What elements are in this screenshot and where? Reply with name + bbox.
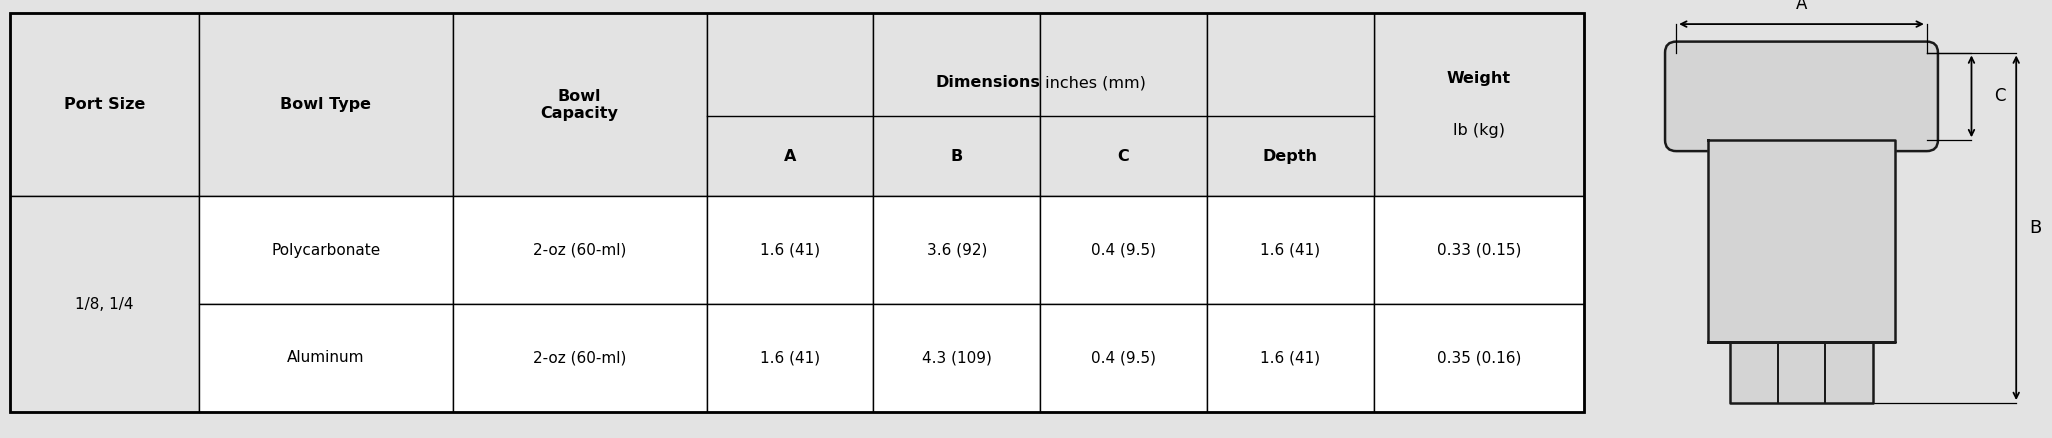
Bar [1373,13,1584,197]
Bar [1207,13,1373,197]
Bar [10,13,199,197]
Text: Dimensions: Dimensions [936,75,1040,90]
Polygon shape [1707,140,1896,342]
Bar [1373,197,1584,304]
Text: 2-oz (60-ml): 2-oz (60-ml) [534,350,626,365]
Text: 0.4 (9.5): 0.4 (9.5) [1092,350,1155,365]
Text: lb (kg): lb (kg) [1453,123,1504,138]
Bar [874,13,1040,197]
Bar [706,13,874,197]
Bar [706,304,874,412]
Text: A: A [784,148,796,164]
Bar [1040,197,1207,304]
Text: inches (mm): inches (mm) [1040,75,1147,90]
Text: 1.6 (41): 1.6 (41) [759,243,821,258]
Bar [1040,304,1207,412]
Text: B: B [2029,219,2042,237]
Bar [453,13,706,197]
Text: Polycarbonate: Polycarbonate [271,243,380,258]
Text: 1.6 (41): 1.6 (41) [759,350,821,365]
Text: Bowl
Capacity: Bowl Capacity [540,88,618,121]
Text: 0.4 (9.5): 0.4 (9.5) [1092,243,1155,258]
Bar [874,197,1040,304]
Text: Weight: Weight [1447,71,1510,86]
Bar [199,13,453,197]
Bar [874,304,1040,412]
Text: Port Size: Port Size [64,97,146,112]
Bar [10,197,199,412]
Bar [706,197,874,304]
Text: Bowl Type: Bowl Type [281,97,371,112]
Text: 4.3 (109): 4.3 (109) [921,350,991,365]
Bar [453,304,706,412]
Text: Depth: Depth [1262,148,1317,164]
Text: 2-oz (60-ml): 2-oz (60-ml) [534,243,626,258]
Text: 0.33 (0.15): 0.33 (0.15) [1436,243,1521,258]
Bar [1040,13,1207,197]
Bar [199,197,453,304]
Bar [1207,197,1373,304]
Text: 1.6 (41): 1.6 (41) [1260,243,1321,258]
FancyBboxPatch shape [1664,42,1937,151]
Text: A: A [1796,0,1808,13]
Text: 0.35 (0.16): 0.35 (0.16) [1436,350,1521,365]
Bar [1207,304,1373,412]
Text: 1/8, 1/4: 1/8, 1/4 [76,297,133,311]
Text: B: B [950,148,962,164]
Polygon shape [1730,342,1873,403]
Text: 1.6 (41): 1.6 (41) [1260,350,1321,365]
Text: C: C [1118,148,1129,164]
Bar [1373,304,1584,412]
Bar [453,197,706,304]
Text: C: C [1995,87,2005,106]
Bar [199,304,453,412]
Text: Aluminum: Aluminum [287,350,365,365]
Text: 3.6 (92): 3.6 (92) [928,243,987,258]
